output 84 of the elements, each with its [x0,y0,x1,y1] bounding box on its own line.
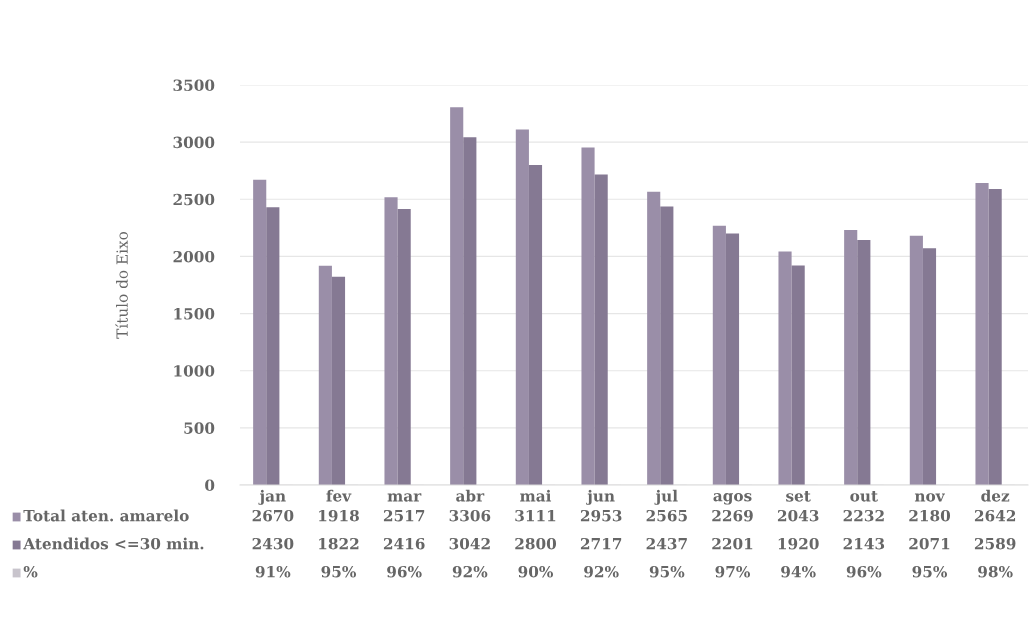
data-label: 2953 [580,509,622,522]
data-label: 2589 [974,537,1016,550]
bar [857,240,871,485]
legend-label: Total aten. amarelo [23,509,189,522]
x-tick-label: jun [586,489,615,505]
data-label: 2201 [712,537,753,550]
bar [725,233,740,485]
data-label: 3042 [449,537,490,550]
data-label: 2416 [383,537,425,550]
data-label: 95% [321,565,357,578]
x-tick-label: set [786,491,811,502]
bar [712,225,726,485]
x-tick-label: mar [387,493,422,502]
x-tick-label: fev [326,489,352,502]
y-axis-title: Título do Eixo [115,231,128,339]
data-label: 2517 [383,509,425,522]
data-label: 1918 [319,509,359,522]
data-label: 2180 [909,509,951,522]
x-tick-label: mai [520,489,552,502]
bar [922,248,937,485]
data-label: 1822 [319,537,359,550]
data-label: 2232 [843,509,884,522]
bar [791,265,805,485]
data-label: 96% [387,565,422,578]
bar [450,107,464,485]
bar [975,183,989,485]
bar [647,191,661,485]
data-label: 97% [715,565,751,578]
data-label: 95% [649,565,685,578]
bar [266,207,280,485]
data-label: 92% [452,565,488,578]
data-label: 2670 [252,509,294,522]
data-label: 3111 [515,509,556,522]
y-tick-label: 2500 [173,193,215,206]
x-tick-label: jan [258,489,286,505]
data-label: 2642 [974,509,1016,522]
bar [581,147,595,485]
data-label: 2430 [252,537,294,550]
legend-label: % [23,565,38,578]
data-label: 91% [255,565,291,578]
data-label: 2565 [646,509,687,522]
data-label: 2800 [515,537,557,550]
data-label: 94% [781,565,816,578]
bar [844,229,858,485]
bar [318,265,332,485]
data-label: 2043 [777,509,819,522]
y-tick-label: 1000 [174,365,215,377]
bar [660,206,674,485]
bar [594,174,608,485]
bar [253,179,267,485]
data-label: 2143 [843,537,885,550]
bar [778,251,792,485]
y-tick-label: 0 [205,479,215,492]
data-label: 98% [978,565,1013,578]
data-label: 2717 [580,537,622,550]
bar [515,129,529,485]
y-tick-label: 2000 [173,250,215,263]
legend-label: Atendidos <=30 min. [23,537,204,550]
y-tick-label: 3000 [173,136,215,149]
x-tick-label: nov [914,493,945,502]
data-label: 92% [584,565,619,578]
data-label: 1920 [778,537,819,550]
x-tick-label: abr [456,489,485,502]
bar [909,235,923,485]
data-label: 2071 [909,537,950,550]
x-tick-label: dez [981,489,1010,502]
bar [528,165,543,485]
bar [397,208,411,485]
bar [988,189,1002,485]
y-tick-label: 3500 [173,79,215,92]
x-tick-label: jul [654,489,678,505]
data-label: 90% [518,565,554,578]
y-tick-label: 1500 [174,308,215,320]
data-label: 2269 [712,509,753,522]
data-label: 2437 [646,537,687,550]
data-label: 3306 [449,509,491,522]
bar [463,137,477,485]
data-label: 95% [912,565,948,578]
x-tick-label: agos [713,493,752,505]
bar [331,276,346,485]
y-tick-label: 500 [184,422,215,434]
bar [384,197,398,485]
x-tick-label: out [850,491,878,502]
data-label: 96% [846,565,882,578]
